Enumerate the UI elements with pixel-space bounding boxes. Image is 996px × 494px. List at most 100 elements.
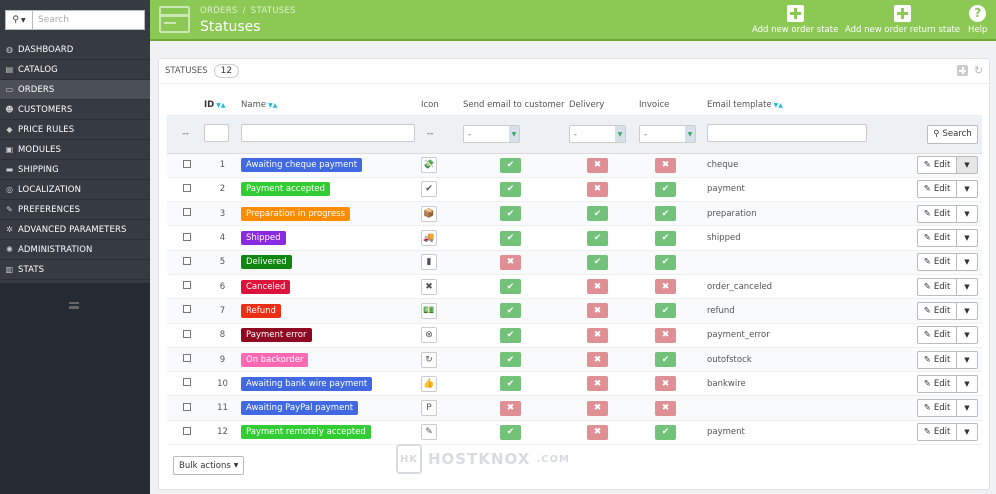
row-checkbox[interactable] bbox=[183, 329, 191, 338]
row-checkbox[interactable] bbox=[183, 402, 191, 411]
search-button[interactable]: ⚲ Search bbox=[927, 124, 978, 144]
row-actions-dropdown[interactable]: ▼ bbox=[957, 180, 978, 199]
sidebar-item-localization[interactable]: ◎ LOCALIZATION bbox=[0, 180, 150, 200]
invoice-check-icon[interactable]: ✔ bbox=[655, 181, 676, 197]
delivery-cross-icon[interactable]: ✖ bbox=[587, 352, 608, 368]
refresh-icon[interactable]: ↻ bbox=[974, 64, 984, 77]
edit-button[interactable]: ✎ Edit bbox=[917, 326, 957, 345]
invoice-cross-icon[interactable]: ✖ bbox=[655, 376, 676, 392]
delivery-cross-icon[interactable]: ✖ bbox=[587, 279, 608, 295]
invoice-cross-icon[interactable]: ✖ bbox=[655, 157, 676, 173]
sort-icon[interactable]: ▼▲ bbox=[216, 101, 226, 109]
row-checkbox[interactable] bbox=[183, 426, 191, 435]
invoice-check-icon[interactable]: ✔ bbox=[655, 424, 676, 440]
sort-icon[interactable]: ▼▲ bbox=[773, 101, 783, 109]
sidebar-item-orders[interactable]: ▭ ORDERS bbox=[0, 80, 150, 100]
delivery-cross-icon[interactable]: ✖ bbox=[587, 327, 608, 343]
edit-button[interactable]: ✎ Edit bbox=[917, 423, 957, 442]
row-actions-dropdown[interactable]: ▼ bbox=[957, 229, 978, 248]
bulk-actions-button[interactable]: Bulk actions ▼ bbox=[173, 456, 245, 475]
invoice-check-icon[interactable]: ✔ bbox=[655, 254, 676, 270]
send-email-check-icon[interactable]: ✔ bbox=[500, 230, 521, 246]
send-email-check-icon[interactable]: ✔ bbox=[500, 157, 521, 173]
row-actions-dropdown[interactable]: ▼ bbox=[957, 374, 978, 393]
sidebar-item-modules[interactable]: ▣ MODULES bbox=[0, 140, 150, 160]
invoice-check-icon[interactable]: ✔ bbox=[655, 352, 676, 368]
sidebar-item-dashboard[interactable]: ◍ DASHBOARD bbox=[0, 40, 150, 60]
delivery-check-icon[interactable]: ✔ bbox=[587, 230, 608, 246]
send-email-check-icon[interactable]: ✔ bbox=[500, 327, 521, 343]
sort-icon[interactable]: ▼▲ bbox=[268, 101, 278, 109]
row-checkbox[interactable] bbox=[183, 183, 191, 192]
invoice-cross-icon[interactable]: ✖ bbox=[655, 327, 676, 343]
row-checkbox[interactable] bbox=[183, 305, 191, 314]
table-row[interactable]: 7 Refund 💵 ✔ ✖ ✔ refund ✎ Edit ▼ bbox=[167, 298, 982, 324]
search-scope-dropdown[interactable]: ⚲ ▼ bbox=[5, 10, 33, 30]
delivery-cross-icon[interactable]: ✖ bbox=[587, 181, 608, 197]
filter-send-email-select[interactable]: - ▼ bbox=[463, 125, 520, 143]
add-new-icon[interactable] bbox=[957, 65, 968, 76]
row-actions-dropdown[interactable]: ▼ bbox=[957, 301, 978, 320]
invoice-cross-icon[interactable]: ✖ bbox=[655, 400, 676, 416]
edit-button[interactable]: ✎ Edit bbox=[917, 156, 957, 175]
edit-button[interactable]: ✎ Edit bbox=[917, 399, 957, 418]
sidebar-item-preferences[interactable]: ✎ PREFERENCES bbox=[0, 200, 150, 220]
row-actions-dropdown[interactable]: ▼ bbox=[957, 350, 978, 369]
delivery-cross-icon[interactable]: ✖ bbox=[587, 157, 608, 173]
sidebar-item-stats[interactable]: ▥ STATS bbox=[0, 260, 150, 280]
delivery-cross-icon[interactable]: ✖ bbox=[587, 376, 608, 392]
delivery-cross-icon[interactable]: ✖ bbox=[587, 424, 608, 440]
help-button[interactable]: ? Help bbox=[968, 5, 987, 35]
sidebar-item-shipping[interactable]: ▬ SHIPPING bbox=[0, 160, 150, 180]
row-checkbox[interactable] bbox=[183, 256, 191, 265]
send-email-cross-icon[interactable]: ✖ bbox=[500, 400, 521, 416]
sidebar-item-customers[interactable]: ☻ CUSTOMERS bbox=[0, 100, 150, 120]
delivery-check-icon[interactable]: ✔ bbox=[587, 206, 608, 222]
delivery-cross-icon[interactable]: ✖ bbox=[587, 303, 608, 319]
filter-name-input[interactable] bbox=[241, 123, 415, 142]
table-row[interactable]: 11 Awaiting PayPal payment P ✖ ✖ ✖ ✎ Edit ▼ bbox=[167, 395, 982, 421]
table-row[interactable]: 9 On backorder ↻ ✔ ✖ ✔ outofstock ✎ Edit ▼ bbox=[167, 347, 982, 373]
row-actions-dropdown[interactable]: ▼ bbox=[957, 423, 978, 442]
invoice-cross-icon[interactable]: ✖ bbox=[655, 279, 676, 295]
sidebar-item-advanced-parameters[interactable]: ✲ ADVANCED PARAMETERS bbox=[0, 220, 150, 240]
invoice-check-icon[interactable]: ✔ bbox=[655, 206, 676, 222]
edit-button[interactable]: ✎ Edit bbox=[917, 301, 957, 320]
table-row[interactable]: 12 Payment remotely accepted ✎ ✔ ✖ ✔ payment ✎ E… bbox=[167, 420, 982, 446]
row-actions-dropdown[interactable]: ▼ bbox=[957, 277, 978, 296]
col-name[interactable]: Name ▼▲ bbox=[241, 95, 421, 116]
invoice-check-icon[interactable]: ✔ bbox=[655, 230, 676, 246]
table-row[interactable]: 10 Awaiting bank wire payment 👍 ✔ ✖ ✖ bankwire… bbox=[167, 371, 982, 397]
send-email-check-icon[interactable]: ✔ bbox=[500, 424, 521, 440]
table-row[interactable]: 8 Payment error ⊗ ✔ ✖ ✖ payment_error ✎ Edit ▼ bbox=[167, 323, 982, 348]
edit-button[interactable]: ✎ Edit bbox=[917, 180, 957, 199]
table-row[interactable]: 5 Delivered ▮ ✖ ✔ ✔ ✎ Edit ▼ bbox=[167, 250, 982, 275]
delivery-cross-icon[interactable]: ✖ bbox=[587, 400, 608, 416]
table-row[interactable]: 4 Shipped 🚚 ✔ ✔ ✔ shipped ✎ Edit ▼ bbox=[167, 225, 982, 251]
row-checkbox[interactable] bbox=[183, 232, 191, 241]
send-email-check-icon[interactable]: ✔ bbox=[500, 181, 521, 197]
row-actions-dropdown[interactable]: ▼ bbox=[957, 156, 978, 175]
sidebar-item-price-rules[interactable]: ◆ PRICE RULES bbox=[0, 120, 150, 140]
send-email-check-icon[interactable]: ✔ bbox=[500, 303, 521, 319]
send-email-check-icon[interactable]: ✔ bbox=[500, 376, 521, 392]
sidebar-item-catalog[interactable]: ▤ CATALOG bbox=[0, 60, 150, 80]
filter-id-input[interactable] bbox=[204, 123, 229, 142]
delivery-check-icon[interactable]: ✔ bbox=[587, 254, 608, 270]
table-row[interactable]: 1 Awaiting cheque payment 💸 ✔ ✖ ✖ cheque ✎ Edit ▼ bbox=[167, 153, 982, 178]
row-actions-dropdown[interactable]: ▼ bbox=[957, 399, 978, 418]
row-checkbox[interactable] bbox=[183, 208, 191, 217]
row-actions-dropdown[interactable]: ▼ bbox=[957, 326, 978, 345]
filter-delivery-select[interactable]: - ▼ bbox=[569, 125, 626, 143]
table-row[interactable]: 6 Canceled ✖ ✔ ✖ ✖ order_canceled ✎ Edit ▼ bbox=[167, 274, 982, 300]
edit-button[interactable]: ✎ Edit bbox=[917, 204, 957, 223]
row-checkbox[interactable] bbox=[183, 354, 191, 363]
breadcrumb-orders[interactable]: ORDERS bbox=[200, 6, 238, 16]
add-return-state-button[interactable]: Add new order return state bbox=[845, 5, 960, 35]
send-email-check-icon[interactable]: ✔ bbox=[500, 279, 521, 295]
filter-invoice-select[interactable]: - ▼ bbox=[639, 125, 696, 143]
edit-button[interactable]: ✎ Edit bbox=[917, 350, 957, 369]
col-id[interactable]: ID ▼▲ bbox=[204, 95, 241, 116]
collapse-menu-icon[interactable] bbox=[69, 302, 79, 309]
row-actions-dropdown[interactable]: ▼ bbox=[957, 253, 978, 272]
